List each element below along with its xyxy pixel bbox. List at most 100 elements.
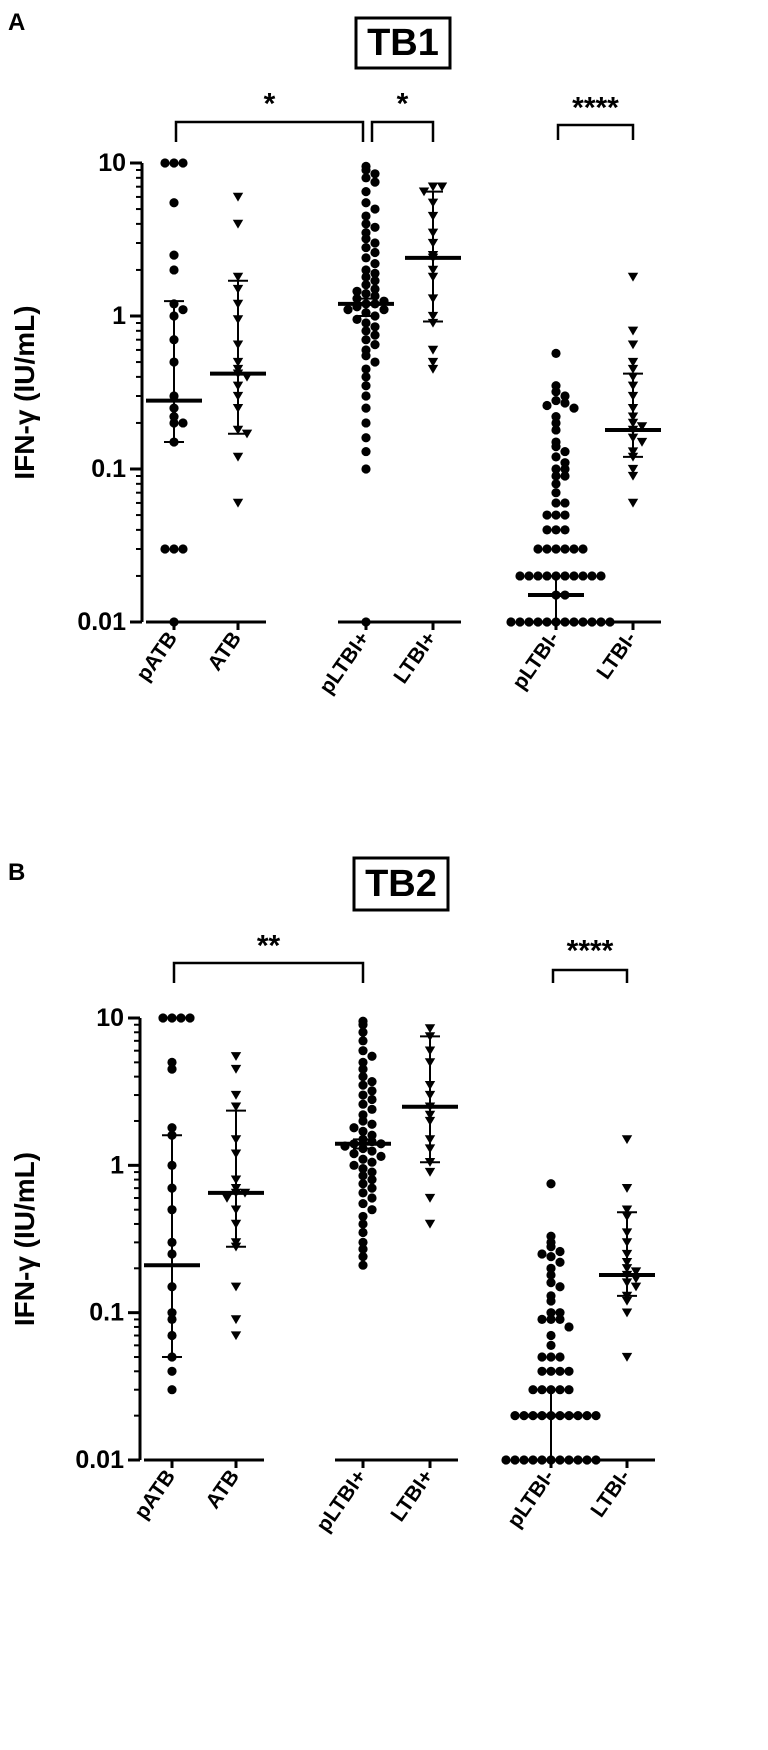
data-point: [621, 1228, 633, 1238]
data-point: [361, 464, 371, 474]
y-axis-label: IFN-γ (IU/mL): [9, 1152, 40, 1326]
data-point: [358, 1154, 368, 1164]
data-point: [427, 198, 439, 208]
data-point: [367, 1130, 377, 1140]
data-point: [627, 498, 639, 508]
data-point: [424, 1024, 436, 1034]
title-box: [354, 16, 452, 70]
data-point: [537, 1455, 547, 1465]
data-point: [551, 617, 561, 627]
significance-bracket: [556, 123, 635, 140]
data-point: [367, 1183, 377, 1193]
significance-label: **: [257, 930, 281, 963]
data-point: [560, 617, 570, 627]
data-point: [167, 1282, 177, 1292]
data-point: [551, 488, 561, 498]
title-box: [352, 856, 450, 912]
data-point: [591, 1411, 601, 1421]
data-point: [361, 289, 371, 299]
data-point: [367, 1167, 377, 1177]
data-point: [361, 242, 371, 253]
data-point: [230, 1282, 242, 1292]
data-point: [528, 1385, 538, 1395]
data-point: [169, 265, 179, 275]
series-patb: [144, 1013, 200, 1395]
data-point: [361, 433, 371, 443]
data-point: [361, 617, 371, 627]
data-point: [621, 1205, 633, 1215]
data-point: [167, 1385, 177, 1395]
data-point: [537, 1385, 547, 1395]
data-point: [424, 1219, 436, 1229]
data-point: [546, 1242, 556, 1252]
data-point: [370, 259, 380, 269]
data-point: [358, 1020, 368, 1030]
data-point: [546, 1308, 556, 1318]
data-point: [361, 372, 371, 382]
data-point: [230, 1149, 242, 1159]
data-point: [167, 1130, 177, 1140]
data-point: [519, 1455, 529, 1465]
data-point: [560, 498, 570, 508]
x-tick-label: LTBI-: [586, 1466, 635, 1522]
data-point: [241, 429, 253, 439]
data-point: [627, 452, 639, 462]
data-point: [424, 1167, 436, 1177]
data-point: [427, 182, 439, 192]
data-point: [361, 265, 371, 275]
data-point: [627, 418, 639, 428]
data-point: [230, 1205, 242, 1215]
data-point: [542, 617, 552, 627]
data-point: [358, 1219, 368, 1229]
data-point: [178, 418, 188, 428]
data-point: [427, 228, 439, 238]
data-point: [358, 1027, 368, 1037]
data-point: [349, 1160, 359, 1170]
data-point: [560, 525, 570, 535]
data-point: [621, 1183, 633, 1193]
data-point: [358, 1126, 368, 1136]
data-point: [555, 1352, 565, 1362]
data-point: [358, 1134, 368, 1144]
y-tick-label: 10: [96, 1004, 124, 1032]
data-point: [361, 351, 371, 361]
data-point: [160, 158, 170, 168]
data-point: [367, 1193, 377, 1203]
data-point: [167, 1249, 177, 1259]
data-point: [169, 412, 179, 422]
data-point: [230, 1175, 242, 1185]
significance-bracket: [172, 961, 365, 983]
data-point: [560, 398, 570, 408]
data-point: [361, 446, 371, 457]
data-point: [232, 340, 244, 350]
data-point: [185, 1013, 195, 1023]
data-point: [230, 1064, 242, 1074]
panel-letter: B: [8, 859, 25, 886]
data-point: [627, 372, 639, 382]
data-point: [230, 1052, 242, 1061]
data-point: [528, 1455, 538, 1465]
data-point: [167, 1123, 177, 1133]
data-point: [167, 1308, 177, 1318]
data-point: [370, 204, 380, 214]
data-point: [358, 1064, 368, 1074]
data-point: [587, 617, 597, 627]
data-point: [169, 158, 179, 168]
data-point: [569, 544, 579, 554]
data-point: [361, 318, 371, 328]
data-point: [221, 1193, 233, 1203]
data-point: [427, 311, 439, 321]
data-point: [627, 357, 639, 367]
data-point: [551, 452, 561, 462]
chart-title: TB2: [365, 863, 437, 905]
x-tick-label: ATB: [203, 628, 246, 675]
data-point: [506, 617, 516, 627]
data-point: [630, 1282, 642, 1292]
data-point: [358, 1116, 368, 1126]
data-point: [515, 617, 525, 627]
data-point: [621, 1258, 633, 1267]
data-point: [636, 437, 648, 447]
data-point: [367, 1205, 377, 1215]
data-point: [537, 1249, 547, 1259]
